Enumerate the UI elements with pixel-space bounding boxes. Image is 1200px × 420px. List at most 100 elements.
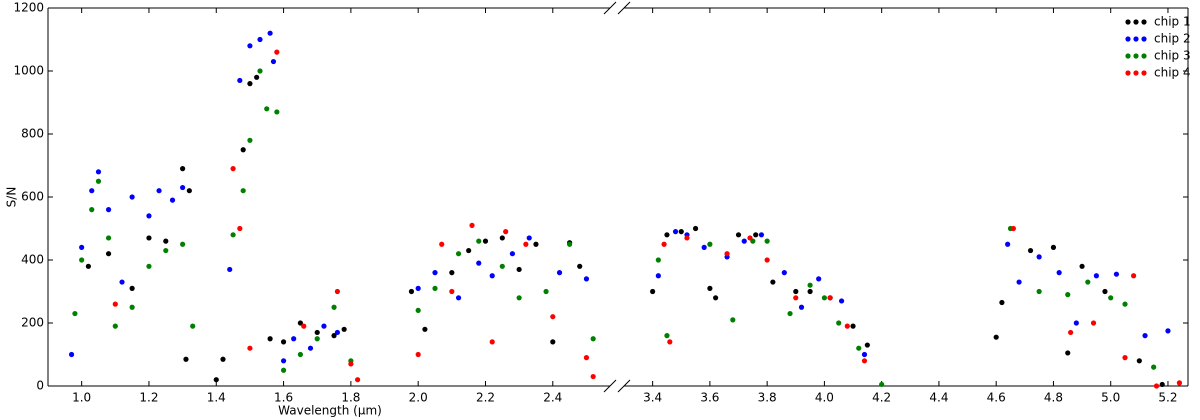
legend-label: chip 2 xyxy=(1154,32,1191,46)
data-point xyxy=(422,326,428,332)
data-point xyxy=(1065,292,1071,298)
data-point xyxy=(156,188,162,194)
data-point xyxy=(247,81,253,87)
x-tick-label: 2.4 xyxy=(543,391,562,405)
data-point xyxy=(264,106,270,112)
data-point xyxy=(816,276,822,282)
data-point xyxy=(314,336,320,342)
x-tick-label: 2.0 xyxy=(409,391,428,405)
data-point xyxy=(678,229,684,235)
data-point xyxy=(1176,380,1183,386)
data-point xyxy=(79,257,85,263)
legend-marker xyxy=(1141,53,1147,59)
data-point xyxy=(301,323,307,329)
data-point xyxy=(590,373,596,380)
data-point xyxy=(1050,244,1057,250)
data-point xyxy=(516,266,522,273)
x-tick-label: 3.6 xyxy=(700,391,719,405)
data-point xyxy=(838,298,845,304)
data-point xyxy=(850,323,856,329)
data-point xyxy=(707,241,713,247)
data-point xyxy=(730,317,736,323)
data-point xyxy=(280,339,287,345)
data-point xyxy=(408,288,415,295)
data-point xyxy=(112,301,118,307)
data-point xyxy=(79,244,85,250)
data-point xyxy=(1153,383,1160,389)
data-point xyxy=(1131,273,1137,279)
data-point xyxy=(280,358,287,364)
x-tick-label: 4.0 xyxy=(815,391,834,405)
data-point xyxy=(355,377,361,383)
legend-marker xyxy=(1125,53,1131,59)
data-point xyxy=(1108,295,1114,301)
data-point xyxy=(713,295,719,301)
data-point xyxy=(334,288,341,295)
data-point xyxy=(95,169,102,175)
data-point xyxy=(247,345,253,351)
data-point xyxy=(798,304,805,310)
data-point xyxy=(735,232,742,238)
data-point xyxy=(105,207,112,213)
data-point xyxy=(807,282,813,288)
data-point xyxy=(650,288,656,295)
axis-break xyxy=(603,1,617,15)
data-point xyxy=(1142,333,1148,339)
data-point xyxy=(1165,328,1171,334)
data-point xyxy=(331,333,337,339)
data-point xyxy=(267,30,273,36)
data-point xyxy=(1010,225,1016,232)
data-point xyxy=(1036,288,1042,295)
legend-marker xyxy=(1125,70,1131,76)
axis-break xyxy=(603,379,617,393)
data-point xyxy=(707,285,713,291)
x-tick-label: 1.6 xyxy=(274,391,293,405)
data-point xyxy=(664,232,670,238)
x-tick-label: 3.8 xyxy=(758,391,777,405)
data-point xyxy=(556,270,563,276)
data-point xyxy=(879,381,885,388)
data-point xyxy=(781,270,787,276)
data-point xyxy=(307,345,314,351)
data-point xyxy=(274,109,280,115)
data-point xyxy=(856,345,862,351)
data-point xyxy=(129,285,135,291)
legend-marker xyxy=(1141,19,1147,25)
data-point xyxy=(672,229,679,235)
legend-marker xyxy=(1141,36,1147,42)
data-point xyxy=(543,288,549,295)
data-point xyxy=(489,273,495,279)
data-point xyxy=(1122,301,1128,307)
data-point xyxy=(119,279,125,285)
data-point xyxy=(334,329,341,336)
data-point xyxy=(692,225,699,232)
data-point xyxy=(583,276,590,282)
legend-marker xyxy=(1133,36,1139,42)
x-axis-title: Wavelength (μm) xyxy=(278,404,382,418)
data-point xyxy=(348,361,354,367)
data-point xyxy=(793,288,799,295)
data-point xyxy=(1085,279,1091,285)
data-point xyxy=(503,229,509,235)
data-point xyxy=(747,235,753,241)
data-point xyxy=(280,367,287,373)
data-point xyxy=(741,238,747,244)
data-point xyxy=(415,285,421,291)
data-point xyxy=(439,241,445,247)
data-point xyxy=(183,356,189,362)
legend-marker xyxy=(1133,19,1139,25)
data-point xyxy=(583,355,590,361)
data-point xyxy=(274,49,280,55)
data-point xyxy=(499,263,505,269)
legend-marker xyxy=(1125,36,1131,42)
data-point xyxy=(321,323,327,329)
data-point xyxy=(1159,381,1165,388)
data-point xyxy=(701,244,707,250)
data-point xyxy=(230,232,236,238)
data-point xyxy=(793,295,799,301)
data-point xyxy=(89,207,95,213)
x-tick-label: 1.4 xyxy=(207,391,226,405)
legend-marker xyxy=(1133,53,1139,59)
data-point xyxy=(331,304,337,310)
